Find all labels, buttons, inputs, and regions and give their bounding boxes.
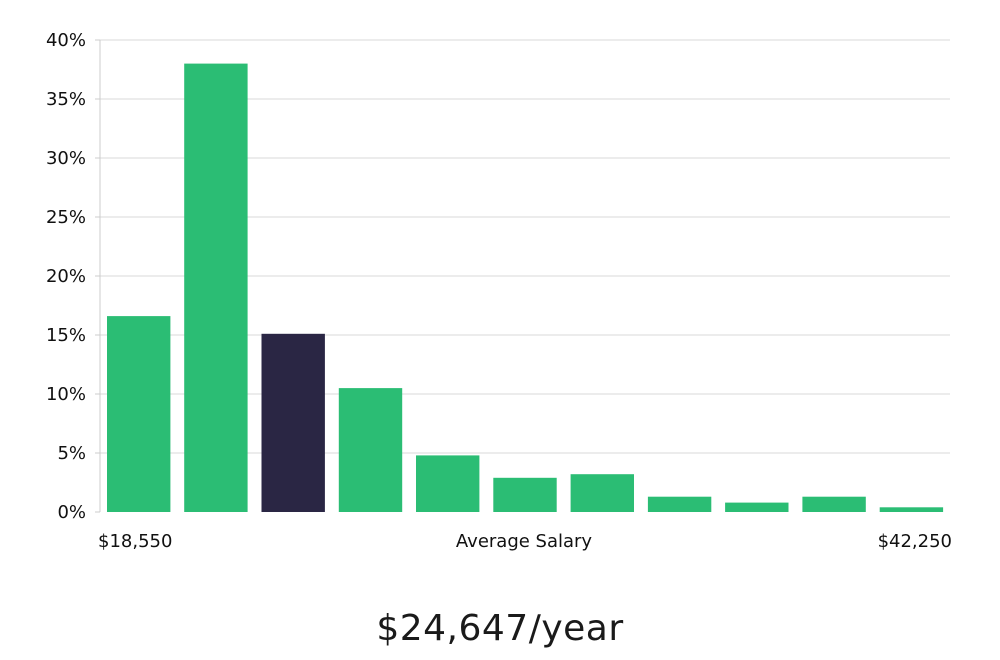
y-tick-label: 15% <box>46 325 86 346</box>
bar <box>184 63 248 512</box>
bars <box>107 63 944 512</box>
bar <box>802 496 866 512</box>
salary-histogram: 0% 5% 10% 15% 20% 25% 30% 35% 40% $18,550 Averag… <box>46 30 952 552</box>
bar <box>338 388 403 512</box>
y-tick-label: 25% <box>46 207 86 228</box>
y-tick-label: 30% <box>46 148 86 169</box>
average-salary-value: $24,647/year <box>376 608 624 649</box>
bar <box>570 474 634 512</box>
x-max-label: $42,250 <box>878 531 952 552</box>
bar <box>107 316 171 512</box>
y-tick-label: 10% <box>46 384 86 405</box>
bar <box>493 477 557 512</box>
y-tick-label: 35% <box>46 89 86 110</box>
x-min-label: $18,550 <box>98 531 172 552</box>
x-axis-title: Average Salary <box>456 531 593 552</box>
bar <box>416 455 480 512</box>
y-tick-label: 0% <box>57 502 86 523</box>
bar <box>879 507 944 512</box>
bar <box>725 502 789 512</box>
y-tick-label: 40% <box>46 30 86 51</box>
y-tick-label: 5% <box>57 443 86 464</box>
bar <box>647 496 712 512</box>
y-axis-ticks: 0% 5% 10% 15% 20% 25% 30% 35% 40% <box>46 30 100 523</box>
y-tick-label: 20% <box>46 266 86 287</box>
bar-highlighted <box>261 333 325 512</box>
